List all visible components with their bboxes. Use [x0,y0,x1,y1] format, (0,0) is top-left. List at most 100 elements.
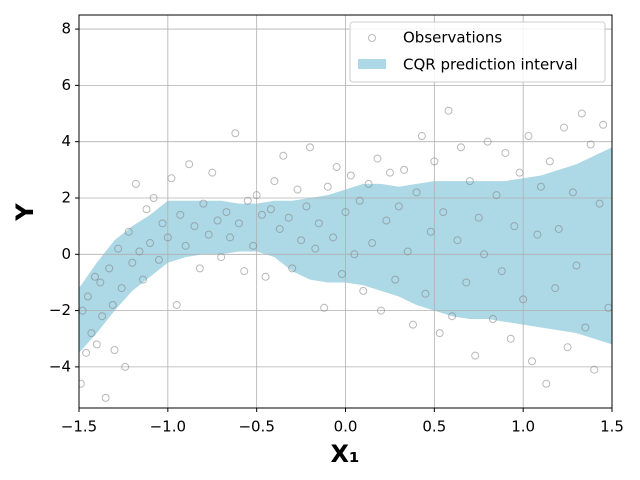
observation [92,340,101,349]
observation [430,157,439,166]
observation [560,123,569,132]
x-axis-label: X₁ [330,440,359,468]
observation [142,205,151,214]
observation [350,250,359,259]
observation [149,193,158,202]
observation [284,213,293,222]
observation [586,140,595,149]
observation [403,247,412,256]
observation [243,196,252,205]
observation [551,284,560,293]
observation [323,182,332,191]
observation [426,227,435,236]
observation [293,185,302,194]
observation [515,168,524,177]
observation [373,154,382,163]
observation [270,177,279,186]
observation [391,275,400,284]
x-tick-label: −1.5 [61,418,97,436]
observation [355,196,364,205]
observation [279,151,288,160]
observation [240,267,249,276]
y-tick-label: −2 [49,301,71,319]
observation [208,168,217,177]
observation [79,379,85,388]
observation [90,272,99,281]
observation [377,306,386,315]
observation [252,191,261,200]
observation [439,208,448,217]
observation [135,247,144,256]
observation [554,224,563,233]
observation [528,357,537,366]
observation [176,210,185,219]
observation [506,334,515,343]
observation [400,165,409,174]
observation [138,275,147,284]
observation [568,188,577,197]
observation [364,179,373,188]
observation [288,264,297,273]
observation [471,351,480,360]
observation [181,241,190,250]
y-tick-label: 8 [61,20,71,38]
observation [453,236,462,245]
observation [545,157,554,166]
observation [435,329,444,338]
observation [167,174,176,183]
observation [320,303,329,312]
observation [409,320,418,329]
observation [101,393,110,402]
observation [533,230,542,239]
observation [590,365,599,374]
observation [599,120,608,129]
legend-label: Observations [403,29,502,47]
observation [417,132,426,141]
observation [382,216,391,225]
observation [110,346,119,355]
observation [117,284,126,293]
observation [577,109,586,118]
observation [483,137,492,146]
observation [195,264,204,273]
observation [199,199,208,208]
observation [474,213,483,222]
observation [266,205,275,214]
observation [421,289,430,298]
observation [121,362,130,371]
observation [510,222,519,231]
observation [222,208,231,217]
observation [462,278,471,287]
observation [346,171,355,180]
y-tick-label: 0 [61,245,71,263]
observation [595,199,604,208]
x-tick-label: 0.5 [422,418,446,436]
observation [231,129,240,138]
observation [501,148,510,157]
observation [261,272,270,281]
y-tick-label: 6 [61,76,71,94]
observation [302,202,311,211]
y-axis-label: Y [11,203,39,222]
observation [465,177,474,186]
observation [332,163,341,172]
observation [311,244,320,253]
observation [359,286,368,295]
observation [96,278,105,287]
observation [456,143,465,152]
observation [394,202,403,211]
observation [124,227,133,236]
observation [213,216,222,225]
observation [190,222,199,231]
observation [448,312,457,321]
x-tick-label: 1.0 [511,418,535,436]
observation [314,219,323,228]
plot-frame [78,14,613,409]
observation [87,329,96,338]
observation [572,261,581,270]
observation [163,233,172,242]
observation [337,269,346,278]
observation [305,143,314,152]
observation [154,255,163,264]
